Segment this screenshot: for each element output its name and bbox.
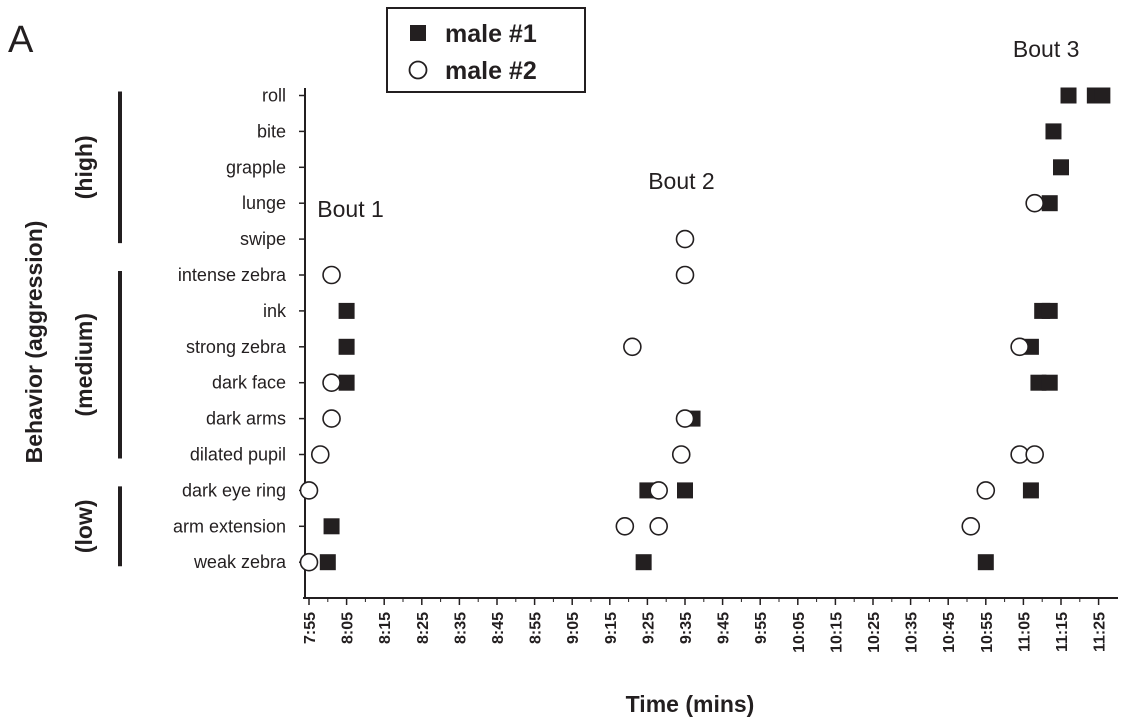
x-tick-label-9-25: 9:25 (640, 612, 657, 644)
y-tick-label-strong-zebra: strong zebra (186, 337, 287, 357)
x-tick-label-10-15: 10:15 (828, 612, 845, 653)
x-tick-label-10-45: 10:45 (941, 612, 958, 653)
y-tick-label-ink: ink (263, 301, 287, 321)
y-axis-ticks: roll bite grapple lunge swipe intense zebra in… (173, 86, 305, 572)
legend: male #1 male #2 (386, 7, 586, 93)
point-male-1-roll (1060, 87, 1077, 104)
point-male-1-dark-eye-ring (1022, 482, 1039, 499)
point-male-1-lunge (1041, 195, 1058, 212)
point-male-1-weak-zebra (319, 554, 336, 571)
x-tick-label-9-15: 9:15 (603, 612, 620, 644)
point-male-2-strong-zebra (1010, 337, 1029, 357)
y-tick-label-dilated-pupil: dilated pupil (190, 445, 286, 465)
y-tick-label-arm-extension: arm extension (173, 516, 286, 536)
x-axis-ticks: 7:55 8:05 8:15 8:25 8:35 8:45 8:55 9:05 9:15 9:25… (302, 598, 1109, 653)
x-tick-label-10-25: 10:25 (866, 612, 883, 653)
bout-label-1: Bout 1 (317, 196, 384, 222)
point-male-2-dilated-pupil (1025, 445, 1044, 464)
point-male-2-dark-face (322, 373, 341, 393)
point-male-2-dark-eye-ring (649, 481, 668, 500)
x-tick-label-9-45: 9:45 (716, 612, 733, 644)
point-male-1-bite (1045, 123, 1062, 140)
point-male-2-dark-eye-ring (976, 481, 996, 500)
series-male-1 (319, 87, 1111, 571)
point-male-1-ink (1041, 302, 1058, 319)
behavior-group-brackets: (high) (medium) (low) (71, 91, 122, 567)
x-tick-label-7-55: 7:55 (302, 612, 319, 644)
y-tick-label-intense-zebra: intense zebra (178, 265, 287, 285)
point-male-2-arm-extension (961, 516, 981, 536)
point-male-2-weak-zebra (299, 552, 319, 572)
y-axis-title: Behavior (aggression) (21, 221, 47, 464)
legend-marker-male-2 (408, 60, 428, 80)
x-tick-label-10-35: 10:35 (904, 612, 921, 653)
group-label-low: (low) (71, 499, 97, 553)
point-male-2-lunge (1025, 193, 1044, 213)
point-male-1-dark-face (1041, 374, 1058, 391)
y-tick-label-roll: roll (262, 86, 286, 106)
panel-label: A (8, 19, 34, 61)
x-tick-label-9-55: 9:55 (753, 612, 770, 644)
x-axis-title: Time (mins) (626, 691, 755, 717)
y-tick-label-dark-arms: dark arms (206, 409, 286, 429)
legend-label-male-2: male #2 (445, 57, 537, 85)
point-male-2-dark-arms (675, 409, 695, 428)
y-tick-label-dark-face: dark face (212, 373, 286, 393)
point-male-2-intense-zebra (675, 265, 695, 285)
point-male-2-dark-eye-ring (299, 481, 319, 500)
x-tick-label-8-45: 8:45 (490, 612, 507, 644)
legend-marker-male-1 (410, 25, 426, 41)
point-male-1-grapple (1053, 159, 1069, 176)
x-tick-label-8-55: 8:55 (528, 612, 545, 644)
x-tick-label-10-05: 10:05 (791, 612, 808, 653)
data-points (299, 87, 1111, 572)
y-tick-label-swipe: swipe (240, 229, 286, 249)
point-male-1-strong-zebra (338, 338, 355, 355)
x-tick-label-8-35: 8:35 (452, 612, 469, 644)
point-male-2-dilated-pupil (310, 445, 330, 464)
x-tick-label-9-05: 9:05 (565, 612, 582, 644)
x-tick-label-8-15: 8:15 (377, 612, 394, 644)
point-male-2-dilated-pupil (671, 445, 691, 464)
point-male-1-ink (338, 302, 355, 319)
y-tick-label-bite: bite (257, 121, 286, 141)
y-tick-label-weak-zebra: weak zebra (193, 552, 287, 572)
y-tick-label-lunge: lunge (242, 193, 286, 213)
x-tick-label-11-05: 11:05 (1016, 612, 1033, 652)
point-male-1-arm-extension (323, 518, 340, 535)
point-male-1-roll (1094, 87, 1111, 104)
point-male-1-dark-eye-ring (677, 482, 693, 499)
point-male-1-dark-face (338, 374, 355, 391)
group-label-medium: (medium) (71, 313, 97, 417)
point-male-2-dark-arms (322, 409, 341, 428)
bout-label-3: Bout 3 (1013, 36, 1080, 62)
x-tick-label-10-55: 10:55 (979, 612, 996, 653)
y-tick-label-dark-eye-ring: dark eye ring (182, 480, 286, 500)
bout-annotations: Bout 1 Bout 2 Bout 3 (317, 36, 1079, 222)
point-male-2-swipe (675, 229, 695, 249)
point-male-1-weak-zebra (635, 554, 652, 571)
point-male-2-intense-zebra (322, 265, 341, 285)
point-male-2-strong-zebra (623, 337, 642, 357)
legend-label-male-1: male #1 (445, 20, 537, 48)
series-male-2 (299, 193, 1044, 572)
group-label-high: (high) (71, 135, 97, 199)
bout-label-2: Bout 2 (648, 168, 715, 194)
point-male-2-arm-extension (615, 516, 635, 536)
x-tick-label-8-05: 8:05 (340, 612, 357, 644)
point-male-1-weak-zebra (977, 554, 994, 571)
x-tick-label-11-15: 11:15 (1054, 612, 1071, 652)
point-male-2-arm-extension (649, 516, 668, 536)
x-tick-label-9-35: 9:35 (678, 612, 695, 644)
x-tick-label-8-25: 8:25 (415, 612, 432, 644)
y-tick-label-grapple: grapple (226, 157, 286, 177)
x-tick-label-11-25: 11:25 (1092, 612, 1109, 652)
